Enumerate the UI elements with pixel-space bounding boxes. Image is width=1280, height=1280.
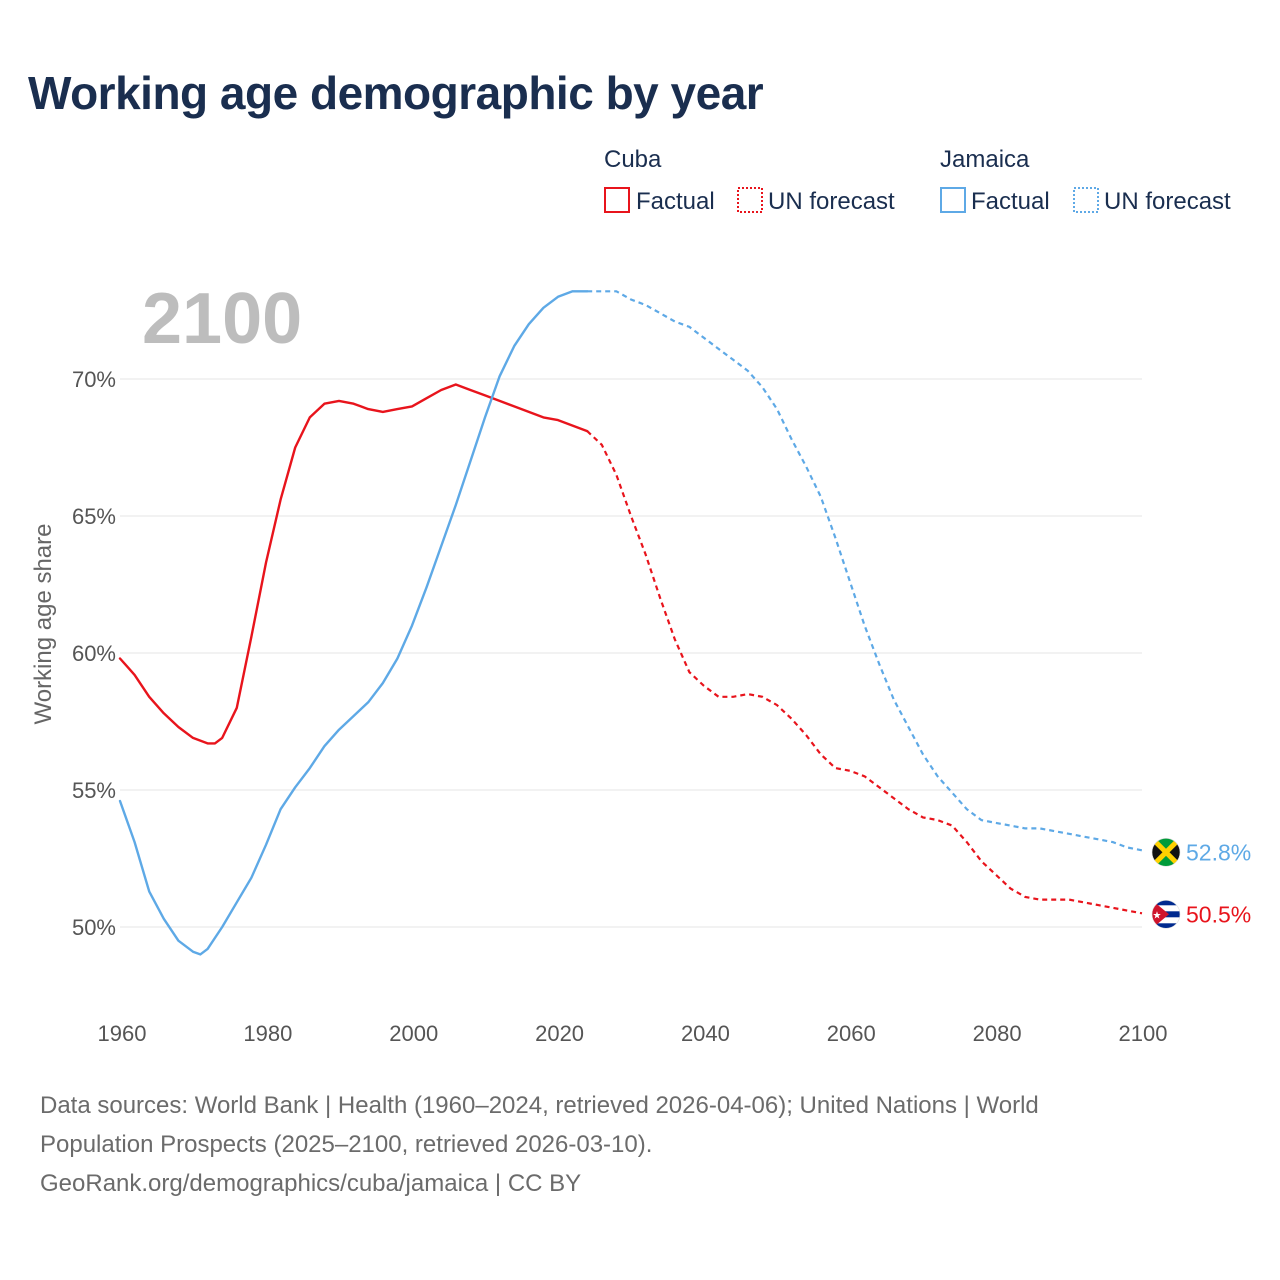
legend-swatch-cuba-factual	[604, 187, 630, 213]
legend-group-cuba: Cuba	[604, 146, 662, 173]
end-label-jamaica: 52.8%	[1186, 839, 1251, 865]
cuba-forecast-line	[586, 430, 1143, 915]
legend-swatch-jamaica-forecast	[1073, 187, 1099, 213]
x-tick-label: 2040	[681, 1021, 730, 1046]
year-display: 2100	[142, 279, 302, 359]
chart-title: Working age demographic by year	[28, 67, 764, 119]
chart: Cuba Factual UN forecast Jamaica Factual…	[30, 146, 1251, 1046]
series	[118, 290, 1143, 956]
cuba-factual-line	[118, 383, 589, 745]
jamaica-flag-outline	[1151, 837, 1181, 867]
legend-label-cuba-factual: Factual	[636, 188, 715, 215]
y-axis-ticks: 50% 55% 60% 65% 70%	[72, 367, 116, 940]
y-tick-label: 70%	[72, 367, 116, 392]
end-label-cuba: 50.5%	[1186, 901, 1251, 927]
legend-label-jamaica-forecast: UN forecast	[1104, 188, 1231, 215]
legend-group-jamaica: Jamaica	[940, 146, 1030, 173]
x-tick-label: 1960	[98, 1021, 147, 1046]
jamaica-forecast-line	[587, 290, 1143, 852]
jamaica-factual-line	[118, 290, 589, 956]
y-tick-label: 50%	[72, 915, 116, 940]
cuba-flag-outline	[1151, 899, 1181, 929]
data-source-footer: Data sources: World Bank | Health (1960–…	[40, 1086, 1220, 1203]
source-line-1: Data sources: World Bank | Health (1960–…	[40, 1092, 1039, 1119]
svg-text:★: ★	[1153, 910, 1162, 921]
jamaica-flag-icon	[1152, 838, 1180, 867]
x-tick-label: 2000	[389, 1021, 438, 1046]
source-line-2: Population Prospects (2025–2100, retriev…	[40, 1131, 653, 1158]
x-axis-ticks: 1960 1980 2000 2020 2040 2060 2080 2100	[98, 1021, 1168, 1046]
legend-swatch-jamaica-factual	[940, 187, 966, 213]
grid	[120, 378, 1142, 928]
y-axis-label: Working age share	[30, 524, 57, 725]
legend-label-jamaica-factual: Factual	[971, 188, 1050, 215]
y-tick-label: 55%	[72, 778, 116, 803]
y-tick-label: 65%	[72, 504, 116, 529]
x-tick-label: 2080	[973, 1021, 1022, 1046]
x-tick-label: 2100	[1119, 1021, 1168, 1046]
x-tick-label: 2020	[535, 1021, 584, 1046]
x-tick-label: 2060	[827, 1021, 876, 1046]
end-markers: ★ 52.8% 50.5%	[1151, 837, 1251, 929]
legend: Cuba Factual UN forecast Jamaica Factual…	[604, 146, 1231, 215]
x-tick-label: 1980	[243, 1021, 292, 1046]
y-tick-label: 60%	[72, 641, 116, 666]
source-link[interactable]: GeoRank.org/demographics/cuba/jamaica | …	[40, 1170, 582, 1197]
legend-swatch-cuba-forecast	[737, 187, 763, 213]
cuba-flag-icon: ★	[1152, 900, 1180, 929]
legend-label-cuba-forecast: UN forecast	[768, 188, 895, 215]
